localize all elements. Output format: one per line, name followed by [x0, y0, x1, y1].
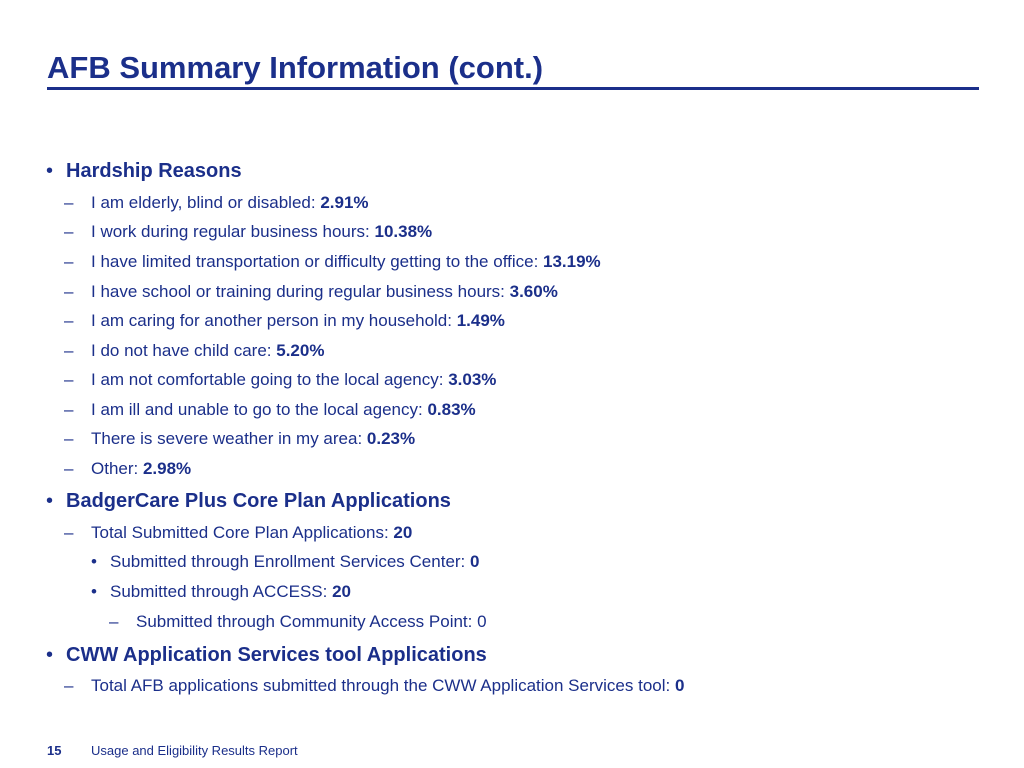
dash-marker: – [64, 370, 74, 389]
hardship-item-label: I am ill and unable to go to the local a… [91, 400, 428, 419]
hardship-item: – I do not have child care: 5.20% [64, 340, 325, 362]
core-plan-esc: • Submitted through Enrollment Services … [91, 551, 480, 573]
core-plan-access-value: 20 [332, 582, 351, 601]
hardship-item: – I have limited transportation or diffi… [64, 251, 601, 273]
dash-marker: – [64, 429, 74, 448]
core-plan-cap-label: Submitted through Community Access Point… [136, 612, 487, 631]
hardship-item-label: Other: [91, 459, 143, 478]
hardship-item-label: I have limited transportation or difficu… [91, 252, 544, 271]
title-underline [47, 87, 979, 90]
bullet-marker: • [46, 644, 54, 666]
dash-marker: – [64, 341, 74, 360]
hardship-item-label: I do not have child care: [91, 341, 277, 360]
cww-total: – Total AFB applications submitted throu… [64, 675, 685, 697]
bullet-marker: • [91, 582, 97, 601]
core-plan-cap: – Submitted through Community Access Poi… [109, 611, 487, 633]
dash-marker: – [64, 252, 74, 271]
core-plan-total-value: 20 [393, 523, 413, 542]
hardship-item: – I am elderly, blind or disabled: 2.91% [64, 192, 369, 214]
hardship-item: – Other: 2.98% [64, 458, 192, 480]
hardship-item: – I am caring for another person in my h… [64, 310, 505, 332]
dash-marker: – [64, 676, 74, 695]
cww-total-label: Total AFB applications submitted through… [91, 676, 675, 695]
dash-marker: – [64, 282, 74, 301]
hardship-item-value: 13.19% [543, 252, 601, 271]
hardship-item-value: 0.83% [427, 400, 476, 419]
hardship-item-value: 0.23% [366, 429, 416, 448]
hardship-item-value: 5.20% [276, 341, 325, 360]
dash-marker: – [64, 193, 74, 212]
core-plan-esc-label: Submitted through Enrollment Services Ce… [110, 552, 471, 571]
dash-marker: – [64, 222, 74, 241]
hardship-item: – I am ill and unable to go to the local… [64, 399, 476, 421]
hardship-item: – I have school or training during regul… [64, 281, 558, 303]
hardship-item-label: I work during regular business hours: [91, 222, 375, 241]
dash-marker: – [109, 612, 119, 631]
hardship-item-label: I am caring for another person in my hou… [91, 311, 457, 330]
hardship-heading: Hardship Reasons [66, 160, 242, 182]
hardship-heading-row: • Hardship Reasons [46, 159, 242, 183]
core-plan-heading-row: • BadgerCare Plus Core Plan Applications [46, 489, 451, 513]
hardship-item-label: There is severe weather in my area: [91, 429, 367, 448]
core-plan-total: – Total Submitted Core Plan Applications… [64, 522, 413, 544]
hardship-item-value: 3.03% [448, 370, 497, 389]
cww-heading: CWW Application Services tool Applicatio… [66, 644, 487, 666]
hardship-item: – I work during regular business hours: … [64, 221, 433, 243]
cww-total-value: 0 [674, 676, 685, 695]
bullet-marker: • [91, 552, 97, 571]
slide-title: AFB Summary Information (cont.) [47, 50, 544, 85]
hardship-item-value: 1.49% [456, 311, 505, 330]
hardship-item-label: I have school or training during regular… [91, 282, 510, 301]
slide-content: • Hardship Reasons – I am elderly, blind… [46, 159, 685, 697]
core-plan-access: • Submitted through ACCESS: 20 [91, 581, 351, 603]
cww-heading-row: • CWW Application Services tool Applicat… [46, 643, 487, 667]
core-plan-heading: BadgerCare Plus Core Plan Applications [66, 490, 451, 512]
dash-marker: – [64, 459, 74, 478]
hardship-item-value: 2.91% [320, 193, 369, 212]
footer-page-number: 15 [47, 743, 62, 758]
dash-marker: – [64, 523, 74, 542]
hardship-item-value: 3.60% [509, 282, 558, 301]
hardship-item: – There is severe weather in my area: 0.… [64, 428, 416, 450]
hardship-item-label: I am elderly, blind or disabled: [91, 193, 321, 212]
dash-marker: – [64, 311, 74, 330]
bullet-marker: • [46, 490, 54, 512]
footer-report-name: Usage and Eligibility Results Report [91, 743, 298, 758]
hardship-item-value: 2.98% [142, 459, 192, 478]
core-plan-access-label: Submitted through ACCESS: [110, 582, 333, 601]
dash-marker: – [64, 400, 74, 419]
hardship-item-label: I am not comfortable going to the local … [91, 370, 449, 389]
hardship-item: – I am not comfortable going to the loca… [64, 369, 497, 391]
core-plan-total-label: Total Submitted Core Plan Applications: [91, 523, 394, 542]
hardship-item-value: 10.38% [374, 222, 433, 241]
bullet-marker: • [46, 160, 54, 182]
core-plan-esc-value: 0 [470, 552, 480, 571]
